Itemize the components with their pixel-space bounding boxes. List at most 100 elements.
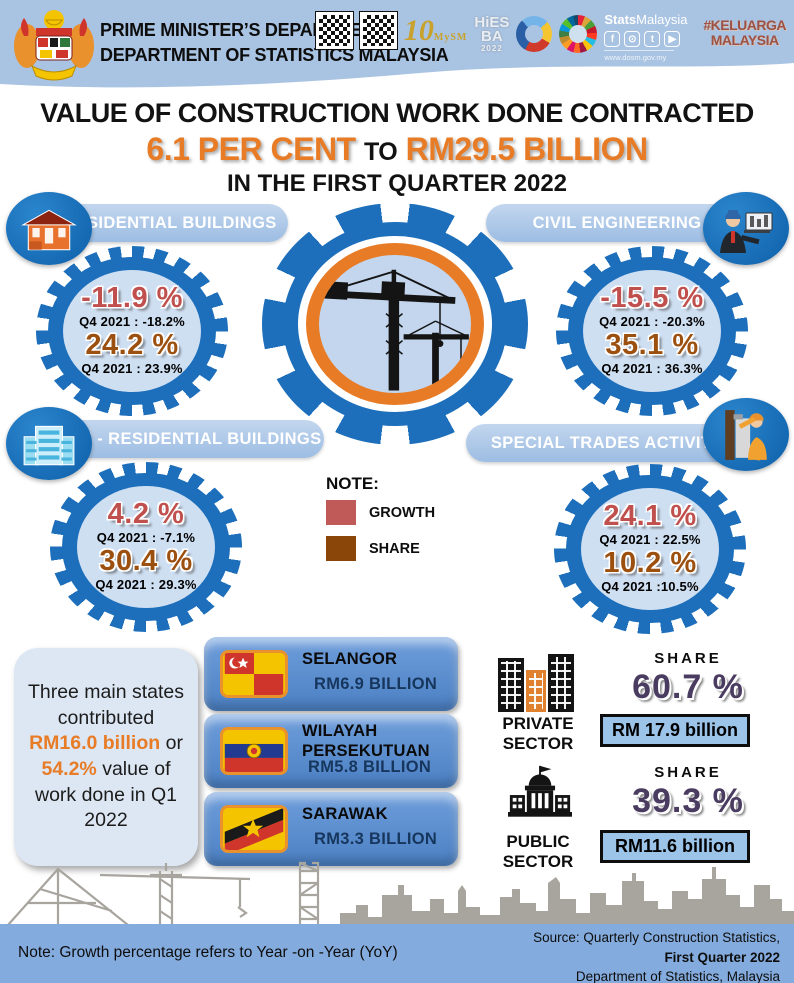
private-value-box: RM 17.9 billion: [600, 714, 750, 747]
wilayah-persekutuan-card: WILAYAH PERSEKUTUAN RM5.8 BILLION: [204, 714, 458, 788]
residential-growth-value: -11.9 %: [81, 282, 183, 314]
share-color-swatch: [326, 536, 356, 561]
city-skyline-silhouette: [7, 861, 794, 925]
public-share-label: SHARE: [654, 764, 722, 781]
special-trades-icon-badge: [703, 398, 789, 471]
title-line3: IN THE FIRST QUARTER 2022: [226, 170, 568, 197]
social-icons-row: f ⊙ t ▶: [604, 31, 696, 47]
civil-engineering-label: CIVIL ENGINEERING: [532, 213, 702, 232]
footer-source: Source: Quarterly Construction Statistic…: [533, 928, 780, 983]
engineer-icon: [720, 209, 773, 253]
share-legend-label: SHARE: [369, 540, 420, 557]
footer-band: Note: Growth percentage refers to Year -…: [0, 924, 794, 983]
public-sector-label: PUBLIC SECTOR: [502, 832, 574, 872]
non-residential-buildings-label: NON - RESIDENTIAL BUILDINGS: [54, 429, 322, 448]
non-residential-share-value: 30.4 %: [99, 545, 193, 577]
public-value-box: RM11.6 billion: [600, 830, 750, 863]
footer-note: Note: Growth percentage refers to Year -…: [18, 944, 398, 961]
non-residential-gear: 4.2 % Q4 2021 : -7.1% 30.4 % Q4 2021 : 2…: [50, 462, 242, 632]
non-residential-icon-badge: [6, 407, 92, 480]
residential-buildings-gear: -11.9 % Q4 2021 : -18.2% 24.2 % Q4 2021 …: [36, 246, 228, 416]
growth-legend-label: GROWTH: [369, 504, 436, 521]
civil-growth-value: -15.5 %: [600, 282, 704, 314]
private-sector-buildings-icon: [498, 652, 574, 712]
non-residential-growth-value: 4.2 %: [107, 498, 185, 530]
civil-growth-prev: Q4 2021 : -20.3%: [599, 314, 705, 329]
qr-code-icon: [314, 11, 354, 50]
sdg-wheel-logo: [559, 15, 598, 53]
note-legend: NOTE: GROWTH SHARE: [326, 474, 486, 572]
states-summary-post: value of work done in Q1 2022: [35, 758, 177, 832]
source-line3: Department of Statistics, Malaysia: [575, 969, 780, 983]
selangor-flag-icon: [220, 650, 288, 698]
facebook-icon: f: [604, 31, 621, 47]
private-share-percent: 60.7 %: [632, 668, 744, 706]
malaysia-coat-of-arms: [14, 10, 94, 81]
special-trades-share-value: 10.2 %: [603, 547, 697, 579]
youtube-icon: ▶: [664, 31, 681, 47]
non-residential-growth-prev: Q4 2021 : -7.1%: [96, 530, 196, 545]
title-line1: VALUE OF CONSTRUCTION WORK DONE CONTRACT…: [40, 98, 754, 128]
stats-malaysia-block: StatsMalaysia f ⊙ t ▶ www.dosm.gov.my: [604, 12, 696, 62]
website-url: www.dosm.gov.my: [604, 50, 675, 62]
states-summary-value: RM16.0 billion: [29, 732, 161, 755]
construction-cranes-icon: [320, 269, 469, 391]
private-share-label: SHARE: [654, 650, 722, 667]
hies-ba-2022-logo: HiES BA 2022: [474, 14, 510, 53]
special-trades-gear: 24.1 % Q4 2021 : 22.5% 10.2 % Q4 2021 :1…: [554, 464, 746, 634]
wilayah-persekutuan-name: WILAYAH PERSEKUTUAN: [302, 722, 430, 760]
sarawak-value: RM3.3 BILLION: [314, 830, 438, 848]
wilayah-persekutuan-value: RM5.8 BILLION: [308, 758, 432, 776]
civil-engineering-icon-badge: [703, 192, 789, 265]
special-trades-share-prev: Q4 2021 :10.5%: [601, 579, 699, 594]
residential-growth-prev: Q4 2021 : -18.2%: [79, 314, 185, 329]
special-trades-label: SPECIAL TRADES ACTIVITIES: [490, 433, 740, 452]
residential-buildings-icon-badge: [6, 192, 92, 265]
wilayah-persekutuan-flag-icon: [220, 727, 288, 775]
department-line2: DEPARTMENT OF STATISTICS MALAYSIA: [100, 45, 449, 66]
non-residential-buildings-bar: NON - RESIDENTIAL BUILDINGS: [52, 420, 324, 458]
states-summary-mid: or: [165, 732, 183, 755]
states-summary-pre: Three main states contributed: [27, 680, 185, 729]
dosm-swirl-logo: [516, 16, 553, 52]
source-line1: Source: Quarterly Construction Statistic…: [533, 930, 780, 945]
instagram-icon: ⊙: [624, 31, 641, 47]
title-line2: 6.1 PER CENT TO RM29.5 BILLION: [0, 131, 794, 168]
qr-code-facebook-icon: [358, 11, 398, 50]
note-title: NOTE:: [326, 474, 379, 493]
main-title: VALUE OF CONSTRUCTION WORK DONE CONTRACT…: [0, 98, 794, 198]
central-gear-graphic: [262, 203, 528, 445]
selangor-name: SELANGOR: [302, 650, 398, 668]
department-title: PRIME MINISTER’S DEPARTMENT DEPARTMENT O…: [100, 18, 449, 68]
selangor-card: SELANGOR RM6.9 BILLION: [204, 637, 458, 711]
stats-malaysia-brand: StatsMalaysia: [604, 12, 688, 27]
non-residential-share-prev: Q4 2021 : 29.3%: [95, 577, 197, 592]
residential-share-value: 24.2 %: [85, 329, 179, 361]
title-value-highlight: RM29.5 BILLION: [405, 131, 648, 167]
public-share-percent: 39.3 %: [632, 782, 744, 820]
house-icon: [21, 209, 77, 250]
special-trades-growth-value: 24.1 %: [603, 500, 697, 532]
office-building-icon: [23, 425, 75, 465]
growth-color-swatch: [326, 500, 356, 525]
states-summary-box: Three main states contributed RM16.0 bil…: [14, 648, 198, 866]
source-line2: First Quarter 2022: [664, 949, 780, 965]
mysm-10th-anniversary-logo: 10MySM: [403, 14, 468, 47]
keluarga-malaysia-logo: #KELUARGA MALAYSIA: [703, 17, 786, 48]
special-trades-growth-prev: Q4 2021 : 22.5%: [599, 532, 701, 547]
legend-share-row: SHARE: [326, 536, 486, 561]
construction-worker-icon: [725, 409, 767, 461]
title-percent-highlight: 6.1 PER CENT: [146, 131, 356, 167]
header-wave-divider: [0, 63, 794, 92]
states-summary-share: 54.2%: [41, 758, 97, 780]
sarawak-name: SARAWAK: [302, 805, 388, 823]
header-logos: 10MySM HiES BA 2022 StatsMalaysia f ⊙ t …: [314, 8, 786, 62]
civil-share-prev: Q4 2021 : 36.3%: [601, 361, 703, 376]
title-mid: TO: [363, 138, 398, 166]
sarawak-card: SARAWAK RM3.3 BILLION: [204, 792, 458, 866]
department-line1: PRIME MINISTER’S DEPARTMENT: [100, 20, 386, 40]
civil-engineering-gear: -15.5 % Q4 2021 : -20.3% 35.1 % Q4 2021 …: [556, 246, 748, 416]
residential-share-prev: Q4 2021 : 23.9%: [81, 361, 183, 376]
private-sector-label: PRIVATE SECTOR: [502, 714, 574, 754]
